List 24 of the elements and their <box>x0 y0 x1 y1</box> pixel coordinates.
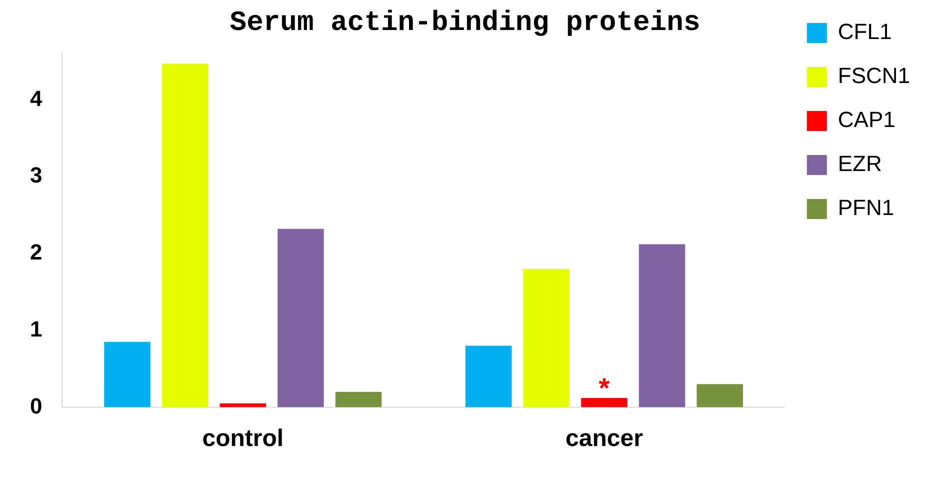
bar <box>335 392 382 408</box>
y-tick-label: 3 <box>30 162 42 188</box>
bar <box>104 342 150 408</box>
chart-title: Serum actin-binding proteins <box>230 8 700 39</box>
bar <box>278 228 324 408</box>
legend-label: PFN1 <box>838 195 894 220</box>
x-tick-label: cancer <box>566 425 643 452</box>
bar <box>523 268 570 408</box>
legend-label: EZR <box>838 151 882 176</box>
bar <box>581 398 628 408</box>
y-tick-label: 4 <box>30 86 43 111</box>
bar <box>465 346 512 408</box>
bar <box>696 384 743 408</box>
bar <box>220 403 266 408</box>
y-tick-label: 1 <box>30 316 42 342</box>
bar <box>162 64 208 408</box>
legend-label: CFL1 <box>838 19 892 44</box>
y-tick-label: 2 <box>30 240 42 265</box>
bar <box>638 244 686 408</box>
x-tick-label: control <box>202 425 284 452</box>
annotation: * <box>598 372 610 404</box>
legend-label: CAP1 <box>838 107 896 132</box>
y-tick-label: 0 <box>30 393 42 418</box>
legend-label: FSCN1 <box>838 63 910 88</box>
